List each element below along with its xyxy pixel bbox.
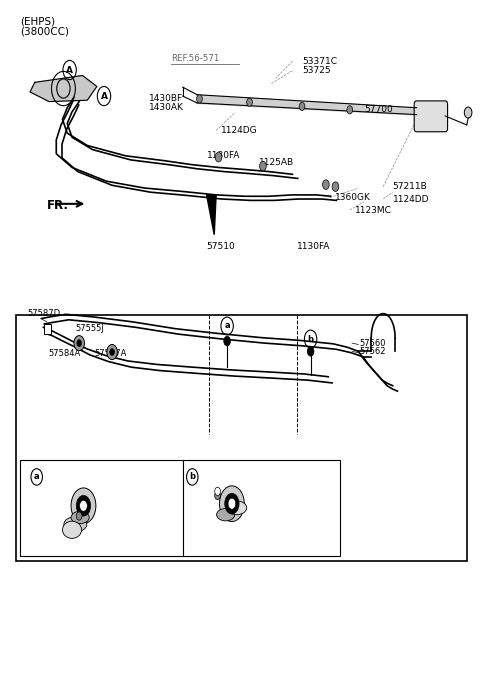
Text: 57587: 57587 [51, 497, 78, 506]
Text: 57239E: 57239E [201, 513, 233, 522]
Text: 57587A: 57587A [95, 349, 127, 358]
Text: 57240: 57240 [96, 513, 122, 522]
Circle shape [80, 500, 87, 511]
Ellipse shape [227, 501, 247, 515]
Text: 1125AB: 1125AB [259, 158, 294, 167]
Circle shape [76, 495, 91, 516]
Text: 1124DD: 1124DD [393, 194, 429, 203]
Circle shape [110, 349, 115, 356]
Text: 57562: 57562 [360, 347, 386, 356]
Text: REF.56-571: REF.56-571 [171, 54, 219, 63]
Circle shape [77, 340, 82, 347]
Circle shape [71, 488, 96, 524]
Ellipse shape [71, 511, 89, 524]
Bar [44, 324, 51, 333]
Circle shape [247, 98, 252, 106]
Circle shape [260, 161, 266, 171]
Text: 57510: 57510 [206, 242, 235, 251]
Circle shape [323, 180, 329, 189]
Text: 57239E: 57239E [93, 521, 124, 530]
Ellipse shape [216, 508, 235, 521]
Text: a: a [34, 473, 39, 482]
Text: 57587D: 57587D [28, 309, 61, 318]
Circle shape [225, 493, 239, 514]
Text: 57700: 57700 [364, 105, 393, 114]
Text: 57555K: 57555K [241, 497, 273, 506]
Bar [21, 460, 183, 556]
Text: 57555J: 57555J [75, 324, 104, 333]
Circle shape [224, 336, 230, 346]
Text: 1123MC: 1123MC [355, 205, 391, 214]
Text: b: b [189, 473, 195, 482]
Circle shape [307, 347, 314, 356]
Text: 57211B: 57211B [393, 182, 428, 191]
Circle shape [228, 498, 236, 509]
Circle shape [215, 487, 220, 495]
Circle shape [347, 105, 353, 114]
Circle shape [464, 107, 472, 118]
Circle shape [76, 512, 82, 520]
Text: 1130FA: 1130FA [297, 242, 331, 251]
Circle shape [215, 491, 220, 500]
Circle shape [332, 182, 339, 192]
Ellipse shape [62, 521, 82, 538]
Circle shape [219, 486, 244, 522]
Text: 57560: 57560 [360, 338, 386, 348]
Text: (3800CC): (3800CC) [21, 27, 70, 37]
Text: 1430BF: 1430BF [149, 94, 183, 103]
Circle shape [215, 152, 222, 162]
FancyBboxPatch shape [414, 101, 447, 132]
Polygon shape [30, 76, 97, 101]
Text: 53371C: 53371C [302, 56, 337, 65]
Text: b: b [308, 335, 313, 344]
Circle shape [107, 344, 117, 360]
Text: 1130FA: 1130FA [206, 151, 240, 160]
Text: 1430AK: 1430AK [149, 103, 184, 112]
Text: A: A [100, 92, 108, 101]
Ellipse shape [64, 517, 87, 532]
Text: 1360GK: 1360GK [336, 193, 372, 202]
Bar [183, 460, 340, 556]
Circle shape [197, 94, 202, 103]
Circle shape [299, 102, 305, 110]
Text: 57252B: 57252B [217, 537, 250, 546]
Text: (EHPS): (EHPS) [21, 17, 56, 26]
Text: 53725: 53725 [302, 66, 331, 75]
Text: 57240: 57240 [208, 493, 234, 502]
Polygon shape [206, 195, 216, 235]
Text: 57584A: 57584A [48, 349, 81, 358]
Text: 1124DG: 1124DG [221, 126, 258, 135]
Bar [16, 315, 467, 561]
Text: A: A [66, 65, 73, 74]
Text: a: a [224, 322, 230, 331]
Circle shape [74, 336, 84, 351]
Text: FR.: FR. [47, 198, 69, 212]
